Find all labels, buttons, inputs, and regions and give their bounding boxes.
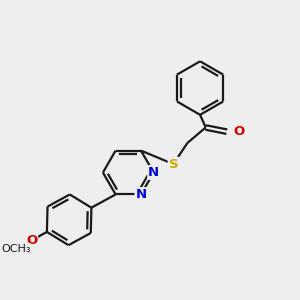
Text: N: N bbox=[148, 166, 159, 179]
Text: S: S bbox=[169, 158, 178, 171]
Text: OCH₃: OCH₃ bbox=[1, 244, 31, 254]
Text: N: N bbox=[135, 188, 146, 201]
Text: O: O bbox=[26, 234, 37, 247]
Text: O: O bbox=[233, 125, 244, 138]
